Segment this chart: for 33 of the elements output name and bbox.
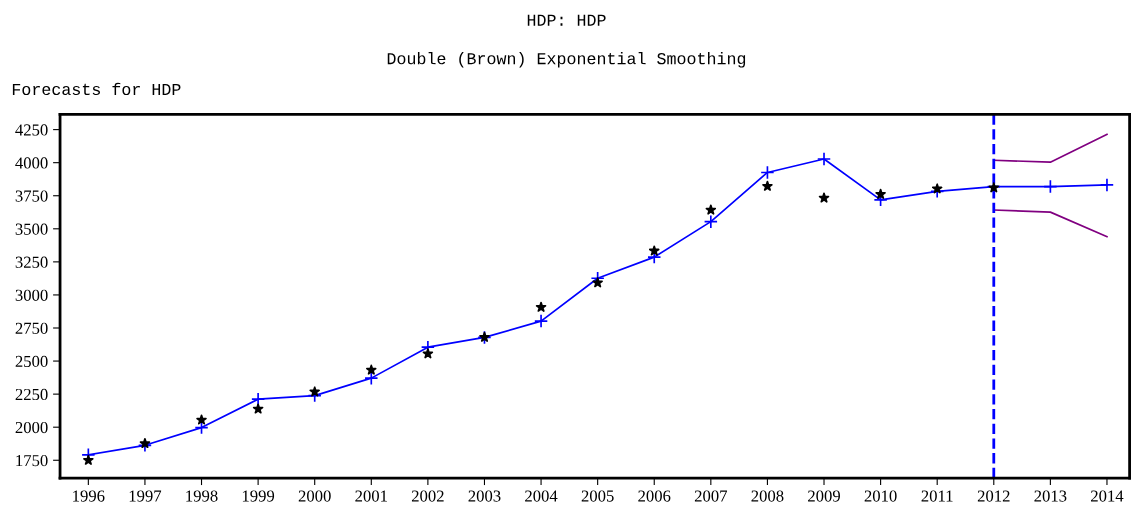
x-tick-label: 2010	[864, 490, 897, 502]
x-tick-label: 2006	[638, 490, 671, 502]
x-tick-label: 2001	[355, 490, 387, 502]
y-axis-title: Forecasts for HDP	[12, 82, 181, 96]
y-tick-label: 4250	[15, 124, 48, 136]
y-tick-label: 2000	[15, 421, 48, 434]
x-tick-label: 2002	[411, 490, 444, 502]
x-tick-label: 2013	[1034, 490, 1067, 502]
y-tick-label: 2750	[15, 322, 48, 334]
y-tick-label: 3000	[15, 289, 48, 301]
x-tick-label: 2007	[694, 490, 728, 502]
x-tick-label: 2014	[1091, 490, 1124, 502]
y-tick-label: 2250	[15, 388, 48, 401]
x-tick-label: 2009	[808, 490, 840, 502]
x-tick-label: 1996	[73, 490, 105, 502]
x-tick-label: 2012	[977, 490, 1010, 502]
x-tick-label: 2003	[468, 490, 501, 502]
x-tick-label: 1997	[129, 490, 162, 502]
x-tick-label: 1999	[242, 490, 275, 502]
y-tick-label: 1750	[16, 454, 48, 467]
x-tick-label: 2004	[525, 490, 558, 502]
y-tick-label: 3500	[15, 223, 48, 235]
y-tick-label: 4000	[15, 157, 48, 169]
chart-subtitle: Double (Brown) Exponential Smoothing	[387, 52, 746, 68]
x-tick-label: 2005	[581, 490, 614, 502]
chart-title: HDP: HDP	[527, 14, 606, 26]
x-tick-label: 2000	[298, 490, 331, 502]
y-tick-label: 2500	[15, 355, 48, 368]
x-tick-label: 1998	[186, 490, 218, 502]
x-tick-label: 2011	[921, 490, 953, 502]
x-tick-label: 2008	[751, 490, 784, 502]
y-tick-label: 3750	[15, 190, 48, 202]
y-tick-label: 3250	[15, 256, 48, 268]
